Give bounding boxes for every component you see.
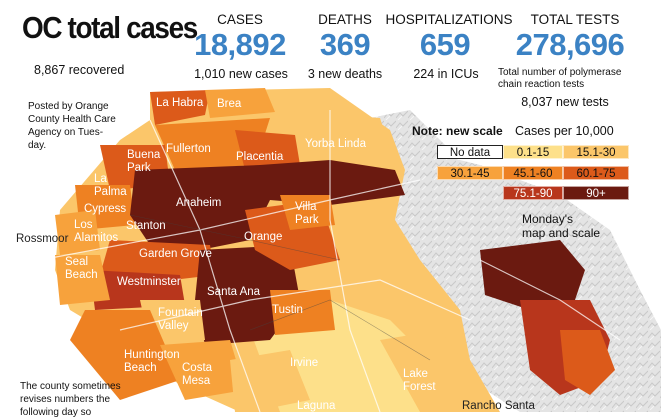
new-tests: 8,037 new tests bbox=[521, 95, 609, 109]
place-label: Rancho Santa bbox=[462, 400, 535, 412]
posted-note-line: County Health Care bbox=[28, 114, 116, 125]
recovered-count: 8,867 recovered bbox=[34, 63, 125, 77]
place-label: Orange bbox=[244, 231, 283, 243]
revise-note-line: following day so bbox=[20, 407, 92, 418]
place-label: Buena Park bbox=[127, 149, 160, 175]
place-label: Placentia bbox=[236, 151, 284, 163]
legend-bin: 90+ bbox=[563, 186, 629, 200]
district-placentia bbox=[235, 130, 300, 170]
place-label: Laguna bbox=[297, 400, 336, 412]
place-label: Tustin bbox=[272, 304, 303, 316]
place-label: Santa Ana bbox=[207, 286, 261, 298]
place-label-line: Park bbox=[295, 214, 319, 226]
monday-note: Monday's map and scale bbox=[522, 212, 600, 240]
place-label: Los Alamitos bbox=[74, 219, 118, 245]
deaths-value: 369 bbox=[319, 27, 371, 62]
new-cases: 1,010 new cases bbox=[194, 67, 288, 81]
place-label: Garden Grove bbox=[139, 248, 212, 260]
monday-note-line: map and scale bbox=[522, 226, 601, 240]
district-south-county-dark bbox=[480, 240, 585, 310]
place-label-line: Alamitos bbox=[74, 232, 119, 244]
tests-description: Total number of polymerase chain reactio… bbox=[498, 67, 648, 91]
deaths-label: DEATHS bbox=[318, 12, 372, 27]
place-label: Stanton bbox=[126, 220, 166, 232]
district-los-alamitos bbox=[55, 210, 100, 255]
revise-note-line: The county sometimes bbox=[20, 381, 121, 392]
place-label-line: Fountain bbox=[158, 307, 203, 319]
legend-bin: 75.1-90 bbox=[503, 186, 563, 200]
place-label-line: Park bbox=[127, 162, 151, 174]
place-label-line: Seal bbox=[65, 256, 89, 268]
place-label: Seal Beach bbox=[65, 256, 98, 282]
place-label: Rossmoor bbox=[16, 233, 69, 245]
district-lake-forest bbox=[380, 330, 480, 412]
tests-label: TOTAL TESTS bbox=[530, 12, 620, 27]
legend-bin: No data bbox=[437, 145, 503, 159]
cases-value: 18,892 bbox=[194, 27, 286, 62]
legend-title: Cases per 10,000 bbox=[515, 124, 614, 138]
district-newport bbox=[230, 350, 310, 412]
district-villa-park bbox=[280, 195, 335, 230]
tests-description-line1: Total number of polymerase bbox=[498, 67, 622, 78]
posted-note-line: Agency on Tues- bbox=[28, 127, 104, 138]
tests-value: 278,696 bbox=[515, 27, 625, 62]
place-label-line: Huntington bbox=[124, 349, 180, 361]
place-label: Lake Forest bbox=[403, 368, 436, 394]
place-label-line: Lake bbox=[403, 368, 428, 380]
monday-note-line: Monday's bbox=[522, 212, 573, 226]
district-yorba-linda bbox=[275, 110, 395, 165]
legend-bin: 15.1-30 bbox=[563, 145, 629, 159]
district-tustin bbox=[270, 290, 335, 335]
posted-note: Posted by Orange County Health Care Agen… bbox=[28, 100, 128, 152]
place-label-line: Costa bbox=[182, 362, 213, 374]
place-label: La Palma bbox=[94, 173, 127, 199]
place-label-line: Valley bbox=[158, 320, 189, 332]
place-label: Brea bbox=[217, 98, 242, 110]
place-label: Yorba Linda bbox=[305, 138, 366, 150]
district-south-county-light bbox=[560, 330, 615, 395]
place-label-line: Villa bbox=[295, 201, 317, 213]
district-seal-beach bbox=[55, 255, 110, 305]
legend-note: Note: new scale bbox=[412, 124, 503, 138]
legend-bin: 30.1-45 bbox=[437, 166, 503, 180]
tests-description-line2: chain reaction tests bbox=[498, 79, 585, 90]
place-label: La Habra bbox=[156, 97, 204, 109]
place-label: Huntington Beach bbox=[124, 349, 180, 375]
legend-bin: 45.1-60 bbox=[503, 166, 563, 180]
place-label: Fullerton bbox=[166, 143, 211, 155]
revise-note-line: revises numbers the bbox=[20, 394, 111, 405]
district-huntington-beach bbox=[70, 310, 180, 400]
place-label: Irvine bbox=[290, 357, 319, 369]
place-label: Fountain Valley bbox=[158, 307, 203, 333]
posted-note-line: Posted by Orange bbox=[28, 101, 109, 112]
place-label: Westminster bbox=[117, 276, 181, 288]
place-label-line: Palma bbox=[94, 186, 127, 198]
cases-label: CASES bbox=[217, 12, 263, 27]
page-title: OC total cases bbox=[22, 10, 198, 45]
hospitalizations-value: 659 bbox=[419, 27, 471, 62]
place-label-line: Buena bbox=[127, 149, 161, 161]
place-label-line: Forest bbox=[403, 381, 436, 393]
place-label-line: Los bbox=[74, 219, 93, 231]
legend-bin: 0.1-15 bbox=[503, 145, 563, 159]
place-label: Cypress bbox=[84, 203, 127, 215]
district-brea bbox=[205, 88, 275, 118]
place-label-line: Beach bbox=[124, 362, 157, 374]
district-costa-mesa bbox=[160, 340, 245, 400]
hospitalizations-label: HOSPITALIZATIONS bbox=[385, 12, 513, 27]
roads bbox=[39, 110, 621, 412]
place-label: Villa Park bbox=[295, 201, 319, 227]
posted-note-line: day. bbox=[28, 140, 47, 151]
legend-bin: 60.1-75 bbox=[563, 166, 629, 180]
new-deaths: 3 new deaths bbox=[307, 67, 383, 81]
place-label: Anaheim bbox=[176, 197, 222, 209]
place-label-line: La bbox=[94, 173, 107, 185]
revise-note: The county sometimes revises numbers the… bbox=[20, 380, 140, 419]
district-la-habra bbox=[150, 90, 210, 125]
place-label-line: Mesa bbox=[182, 375, 211, 387]
place-label-line: Beach bbox=[65, 269, 98, 281]
place-label: Costa Mesa bbox=[182, 362, 212, 388]
icu-count: 224 in ICUs bbox=[413, 67, 479, 81]
